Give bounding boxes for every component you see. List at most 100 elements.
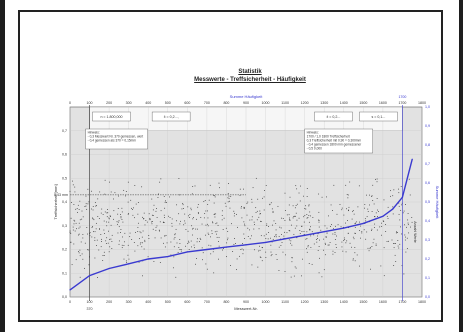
- scatter-point: [171, 218, 173, 220]
- scatter-point: [294, 266, 296, 268]
- scatter-point: [240, 207, 242, 209]
- scatter-point: [103, 220, 105, 222]
- scatter-point: [227, 201, 229, 203]
- scatter-point: [318, 221, 320, 223]
- scatter-point: [284, 192, 286, 194]
- scatter-point: [234, 212, 235, 214]
- scatter-point: [157, 197, 159, 198]
- scatter-point: [353, 213, 355, 215]
- scatter-point: [108, 221, 110, 223]
- scatter-point: [228, 195, 230, 197]
- scatter-point: [258, 228, 260, 230]
- scatter-point: [284, 210, 286, 211]
- scatter-point: [92, 218, 94, 220]
- scatter-point: [147, 256, 149, 258]
- scatter-point: [117, 207, 119, 209]
- scatter-point: [378, 210, 379, 212]
- scatter-point: [397, 240, 399, 242]
- scatter-point: [388, 240, 389, 242]
- scatter-point: [173, 246, 175, 248]
- scatter-point: [229, 207, 231, 209]
- scatter-point: [343, 237, 345, 239]
- scatter-point: [165, 202, 167, 203]
- scatter-point: [120, 217, 122, 219]
- scatter-point: [109, 215, 111, 217]
- y-axis-label: Treffsicherheit [mm]: [53, 184, 58, 219]
- scatter-point: [104, 233, 105, 234]
- scatter-point: [281, 242, 283, 243]
- scatter-point: [94, 237, 96, 239]
- scatter-point: [306, 196, 308, 197]
- scatter-point: [266, 225, 268, 226]
- scatter-point: [197, 204, 199, 205]
- scatter-point: [255, 212, 257, 213]
- scatter-point: [210, 245, 212, 247]
- scatter-point: [190, 209, 192, 211]
- scatter-point: [216, 230, 218, 232]
- scatter-point: [77, 211, 78, 213]
- scatter-point: [69, 230, 71, 232]
- scatter-point: [81, 253, 83, 255]
- scatter-point: [263, 235, 265, 237]
- scatter-point: [85, 195, 87, 197]
- scatter-point: [164, 201, 166, 203]
- scatter-point: [310, 226, 311, 228]
- scatter-point: [229, 265, 231, 266]
- cumulative-point: [147, 258, 149, 260]
- scatter-point: [269, 204, 271, 206]
- scatter-point: [120, 214, 121, 215]
- scatter-point: [84, 242, 86, 244]
- scatter-point: [249, 219, 251, 221]
- scatter-point: [310, 215, 311, 217]
- scatter-point: [246, 202, 248, 204]
- scatter-point: [101, 238, 102, 240]
- scatter-point: [117, 221, 119, 223]
- scatter-point: [155, 210, 157, 212]
- scatter-point: [289, 230, 291, 232]
- scatter-point: [227, 197, 229, 199]
- scatter-point: [329, 226, 331, 227]
- x-tick-label: 400: [145, 300, 151, 304]
- scatter-point: [316, 241, 318, 243]
- scatter-point: [165, 200, 166, 202]
- scatter-point: [373, 227, 375, 228]
- scatter-point: [130, 199, 132, 201]
- y-tick-label: 0,0: [62, 295, 67, 299]
- scatter-point: [75, 222, 77, 224]
- scatter-point: [174, 233, 176, 235]
- scatter-point: [167, 215, 169, 217]
- scatter-point: [93, 231, 94, 233]
- scatter-point: [275, 222, 277, 224]
- scatter-point: [311, 231, 313, 233]
- scatter-point: [341, 246, 343, 248]
- scatter-point: [278, 246, 280, 248]
- scatter-point: [106, 225, 108, 227]
- scatter-point: [137, 213, 139, 215]
- scatter-point: [307, 217, 309, 219]
- scatter-point: [190, 207, 192, 209]
- scatter-point: [102, 255, 104, 256]
- scatter-point: [213, 194, 214, 196]
- scatter-point: [375, 243, 377, 245]
- scatter-point: [391, 239, 393, 241]
- scatter-point: [318, 219, 320, 221]
- scatter-point: [244, 207, 246, 209]
- scatter-point: [270, 251, 272, 253]
- scatter-point: [326, 227, 328, 229]
- scatter-point: [326, 196, 327, 198]
- scatter-point: [207, 210, 208, 212]
- scatter-point: [292, 205, 294, 207]
- scatter-point: [411, 221, 413, 223]
- y-tick-label: 0,5: [62, 176, 67, 180]
- scatter-point: [163, 214, 165, 216]
- scatter-point: [313, 234, 315, 236]
- scatter-point: [107, 212, 109, 214]
- scatter-point: [225, 227, 227, 229]
- note-box: [85, 128, 148, 150]
- scatter-point: [216, 233, 217, 235]
- scatter-point: [75, 208, 77, 210]
- scatter-point: [164, 207, 166, 209]
- scatter-point: [272, 224, 273, 226]
- scatter-point: [225, 205, 227, 207]
- scatter-point: [259, 256, 261, 258]
